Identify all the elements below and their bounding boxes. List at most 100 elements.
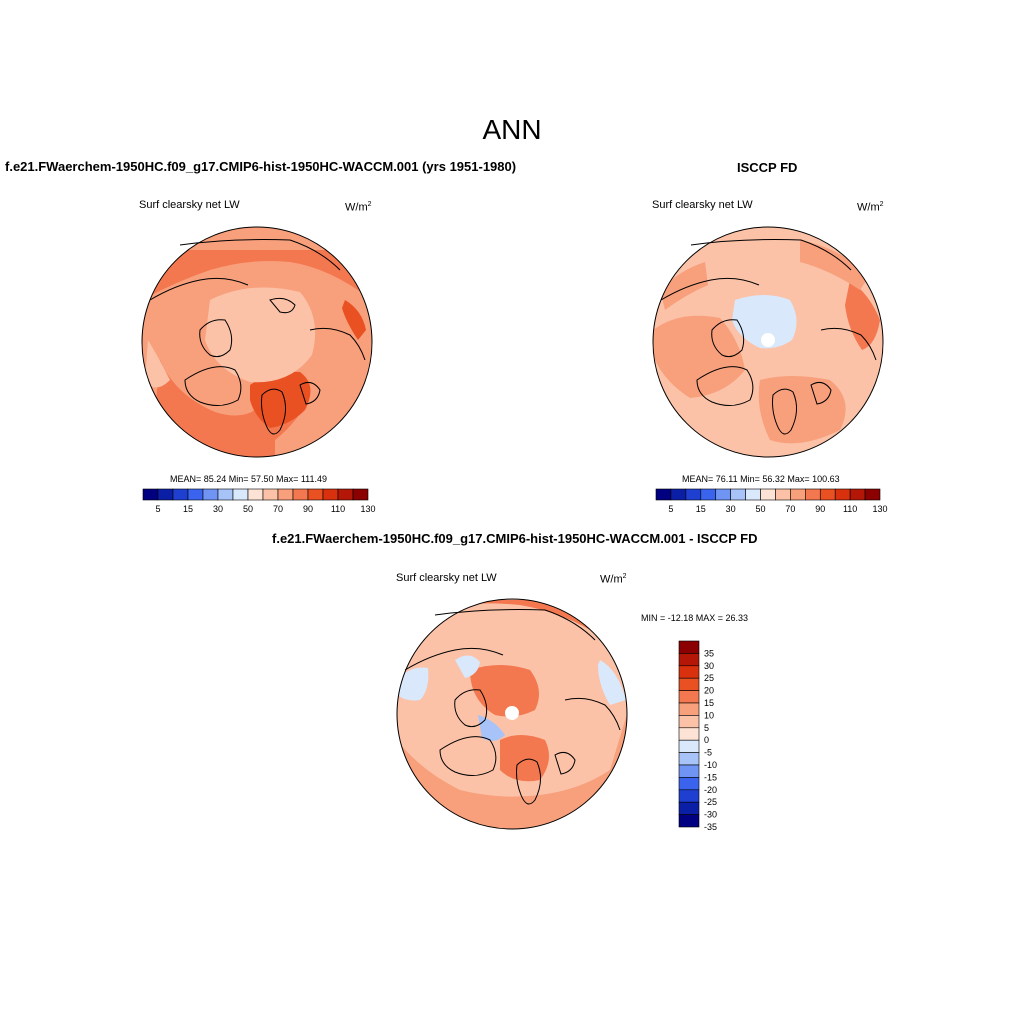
obs-colorbar-swatch — [655, 488, 672, 501]
diff-colorbar-swatch — [678, 727, 700, 741]
diff-colorbar-tick-label: -5 — [704, 748, 712, 758]
obs-map-border — [652, 226, 884, 458]
model-colorbar-swatch — [262, 488, 279, 501]
obs-polar-map — [653, 227, 883, 457]
diff-colorbar-swatch — [678, 665, 700, 679]
model-colorbar-tick-label: 130 — [360, 504, 375, 514]
model-colorbar-tick-label: 5 — [155, 504, 160, 514]
model-colorbar-swatch — [322, 488, 339, 501]
obs-variable-label: Surf clearsky net LW — [652, 199, 753, 211]
model-colorbar-swatch — [307, 488, 324, 501]
diff-colorbar-swatch — [678, 690, 700, 704]
obs-stats: MEAN= 76.11 Min= 56.32 Max= 100.63 — [682, 474, 840, 484]
model-colorbar-tick-label: 50 — [243, 504, 253, 514]
model-polar-map — [142, 227, 372, 457]
obs-colorbar-swatch — [790, 488, 806, 501]
diff-colorbar-tick-label: 5 — [704, 723, 709, 733]
model-colorbar-swatch — [352, 488, 369, 501]
model-colorbar-swatch — [142, 488, 159, 501]
obs-colorbar-swatch — [819, 488, 836, 501]
diff-colorbar-tick-label: -25 — [704, 797, 717, 807]
model-map-border — [141, 226, 373, 458]
diff-colorbar-swatch — [678, 789, 700, 803]
diff-colorbar-tick-label: -10 — [704, 760, 717, 770]
obs-panel-heading: ISCCP FD — [737, 160, 798, 175]
diff-colorbar-swatch — [678, 764, 700, 778]
diff-colorbar-swatch — [678, 739, 700, 753]
model-stats: MEAN= 85.24 Min= 57.50 Max= 111.49 — [170, 474, 328, 484]
model-colorbar-swatch — [247, 488, 264, 501]
model-colorbar-swatch — [292, 488, 309, 501]
diff-colorbar-swatch — [678, 702, 700, 716]
model-colorbar-tick-label: 30 — [213, 504, 223, 514]
obs-colorbar-swatch — [745, 488, 761, 501]
obs-colorbar-tick-label: 90 — [815, 504, 825, 514]
model-colorbar-tick-label: 70 — [273, 504, 283, 514]
diff-colorbar-tick-label: 0 — [704, 735, 709, 745]
obs-colorbar-swatch — [760, 488, 776, 501]
obs-colorbar-swatch — [864, 488, 881, 501]
diff-colorbar: 35 30 25 20 15 10 5 0 -5 -10 -15 -20 -25 -30 -35 — [678, 640, 717, 832]
diff-coastlines — [404, 609, 621, 805]
model-colorbar-tick-label: 90 — [303, 504, 313, 514]
diff-colorbar-swatch — [678, 801, 700, 815]
obs-colorbar-tick-label: 70 — [785, 504, 795, 514]
diff-colorbar-swatch — [678, 640, 700, 654]
diff-colorbar-tick-label: -35 — [704, 822, 717, 832]
obs-colorbar-swatch — [805, 488, 821, 501]
obs-units: W/m2 — [857, 201, 884, 214]
model-colorbar-swatch — [157, 488, 174, 501]
diff-colorbar-swatch — [678, 677, 700, 691]
obs-colorbar-swatch — [715, 488, 731, 501]
model-colorbar-swatch — [232, 488, 249, 501]
obs-colorbar-swatch — [849, 488, 866, 501]
model-colorbar-swatch — [217, 488, 234, 501]
diff-colorbar-tick-label: 25 — [704, 673, 714, 683]
diff-colorbar-swatch — [678, 653, 700, 667]
diff-colorbar-tick-label: -15 — [704, 772, 717, 782]
obs-colorbar-tick-label: 5 — [668, 504, 673, 514]
obs-colorbar-tick-label: 130 — [872, 504, 887, 514]
diff-polar-map — [397, 599, 627, 829]
diff-colorbar-tick-label: 15 — [704, 698, 714, 708]
obs-colorbar: 5 15 30 50 70 90 110 130 — [655, 488, 888, 514]
obs-colorbar-tick-label: 30 — [726, 504, 736, 514]
obs-colorbar-tick-label: 110 — [843, 504, 857, 514]
model-colorbar-swatch — [202, 488, 219, 501]
obs-colorbar-swatch — [670, 488, 687, 501]
model-colorbar-swatch — [277, 488, 294, 501]
model-units: W/m2 — [345, 201, 372, 214]
diff-colorbar-swatch — [678, 777, 700, 791]
diff-variable-label: Surf clearsky net LW — [396, 572, 497, 584]
obs-colorbar-swatch — [834, 488, 851, 501]
diff-colorbar-tick-label: -20 — [704, 785, 717, 795]
obs-colorbar-swatch — [730, 488, 746, 501]
diff-colorbar-tick-label: 35 — [704, 648, 714, 658]
diff-map-border — [396, 598, 628, 830]
obs-colorbar-swatch — [775, 488, 791, 501]
obs-colorbar-swatch — [685, 488, 702, 501]
diff-colorbar-tick-label: 30 — [704, 661, 714, 671]
model-panel-heading: f.e21.FWaerchem-1950HC.f09_g17.CMIP6-his… — [5, 159, 517, 174]
diff-colorbar-tick-label: 20 — [704, 686, 714, 696]
diff-units: W/m2 — [600, 573, 627, 586]
model-variable-label: Surf clearsky net LW — [139, 199, 240, 211]
diff-stats: MIN = -12.18 MAX = 26.33 — [641, 613, 749, 623]
model-colorbar-tick-label: 110 — [331, 504, 345, 514]
obs-colorbar-tick-label: 50 — [756, 504, 766, 514]
diff-colorbar-swatch — [678, 715, 700, 729]
diff-colorbar-swatch — [678, 814, 700, 828]
figure-title: ANN — [482, 114, 542, 145]
model-colorbar-swatch — [187, 488, 204, 501]
model-colorbar-swatch — [172, 488, 189, 501]
diff-colorbar-swatch — [678, 752, 700, 766]
model-coastlines — [149, 239, 366, 435]
diff-colorbar-tick-label: 10 — [704, 710, 714, 720]
diff-colorbar-tick-label: -30 — [704, 810, 717, 820]
model-colorbar: 5 15 30 50 70 90 110 130 — [142, 488, 376, 514]
model-colorbar-swatch — [337, 488, 354, 501]
obs-coastlines — [660, 239, 877, 435]
model-colorbar-tick-label: 15 — [183, 504, 193, 514]
diff-panel-heading: f.e21.FWaerchem-1950HC.f09_g17.CMIP6-his… — [272, 531, 758, 546]
